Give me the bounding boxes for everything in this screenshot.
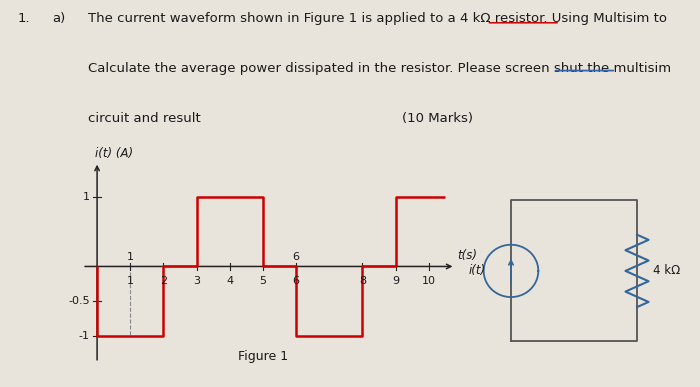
- Text: 3: 3: [193, 276, 200, 286]
- Text: 6: 6: [293, 276, 300, 286]
- Text: 2: 2: [160, 276, 167, 286]
- Text: The current waveform shown in Figure 1 is applied to a 4 kΩ resistor. Using Mult: The current waveform shown in Figure 1 i…: [88, 12, 666, 25]
- Text: i(t) (A): i(t) (A): [95, 147, 134, 160]
- Text: -1: -1: [79, 331, 90, 341]
- Text: Calculate the average power dissipated in the resistor. Please screen shut the m: Calculate the average power dissipated i…: [88, 62, 671, 75]
- Text: 4 kΩ: 4 kΩ: [652, 264, 680, 277]
- Text: 1.: 1.: [18, 12, 30, 25]
- Text: -0.5: -0.5: [68, 296, 90, 307]
- Text: Figure 1: Figure 1: [238, 350, 288, 363]
- Text: 1: 1: [127, 276, 134, 286]
- Text: 1: 1: [127, 252, 134, 262]
- Text: 1: 1: [83, 192, 90, 202]
- Text: 6: 6: [293, 252, 300, 262]
- Text: 8: 8: [359, 276, 366, 286]
- Text: t(s): t(s): [457, 248, 477, 262]
- Text: i(t): i(t): [469, 264, 486, 277]
- Text: 10: 10: [422, 276, 436, 286]
- Text: circuit and result: circuit and result: [88, 112, 200, 125]
- Text: 4: 4: [226, 276, 233, 286]
- Text: a): a): [52, 12, 66, 25]
- Text: (10 Marks): (10 Marks): [402, 112, 473, 125]
- Text: 9: 9: [392, 276, 399, 286]
- Text: 5: 5: [260, 276, 267, 286]
